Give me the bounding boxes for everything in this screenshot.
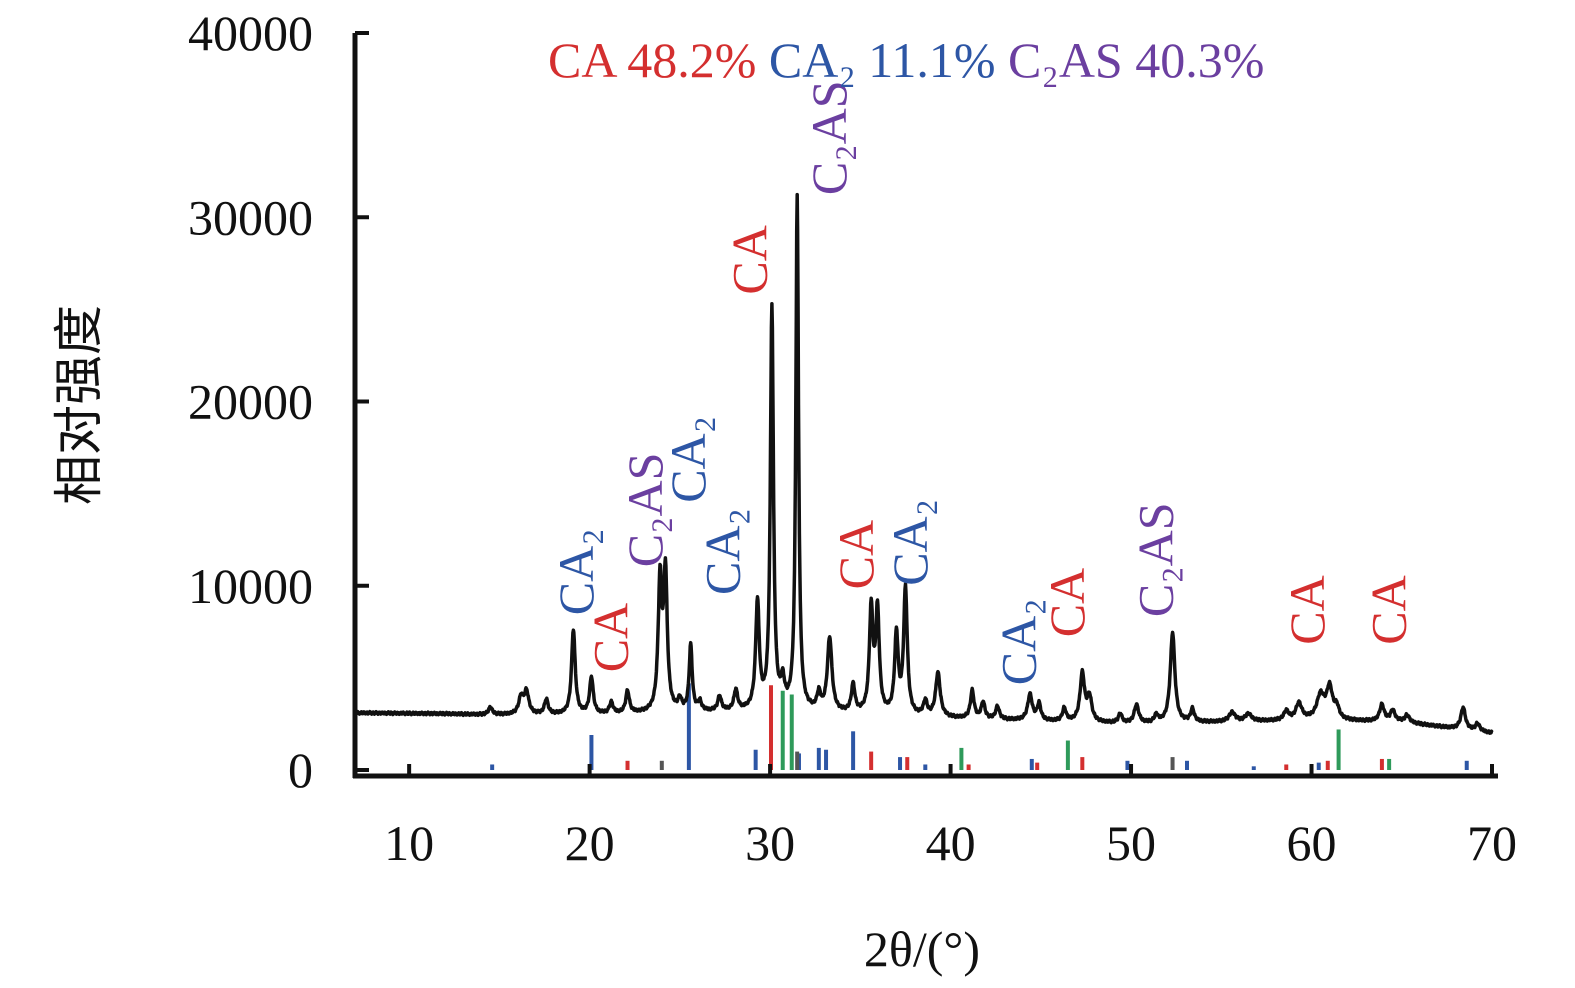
legend-c2as: C₂AS 40.3% [1008, 32, 1264, 88]
y-axis-title: 相对强度 [51, 305, 107, 505]
legend-ca2: CA₂ 11.1% [769, 32, 996, 88]
annotation-ca: CA [1279, 575, 1335, 644]
annotation-ca: CA [722, 225, 778, 294]
annotation-ca2: CA₂ [990, 598, 1046, 685]
annotation-ca: CA [1360, 575, 1416, 644]
annotation-c2as: C₂AS [801, 80, 857, 195]
annotation-c2as: C₂AS [617, 453, 673, 568]
legend-ca: CA 48.2% [548, 32, 756, 88]
y-tick-label: 10000 [188, 558, 313, 614]
xrd-pattern-line [353, 192, 1494, 735]
x-axis-title: 2θ/(°) [864, 921, 980, 977]
x-tick-label: 50 [1106, 815, 1156, 871]
x-tick-label: 70 [1467, 815, 1517, 871]
x-tick-label: 30 [745, 815, 795, 871]
annotation-ca2: CA₂ [660, 416, 716, 503]
y-tick-label: 40000 [188, 5, 313, 61]
y-tick-label: 30000 [188, 189, 313, 245]
axis-ticks: 10 20 30 40 50 60 70 0 10000 20000 30000 40000 [188, 5, 1517, 871]
y-tick-label: 20000 [188, 374, 313, 430]
annotation-ca: CA [583, 603, 639, 672]
annotation-ca2: CA₂ [548, 528, 604, 615]
x-tick-label: 20 [565, 815, 615, 871]
annotation-ca: CA [1039, 568, 1095, 637]
legend: CA 48.2% CA₂ 11.1% C₂AS 40.3% [548, 32, 1264, 88]
annotation-c2as: C₂AS [1128, 502, 1184, 617]
x-tick-label: 40 [926, 815, 976, 871]
annotation-ca2: CA₂ [882, 499, 938, 586]
annotation-ca2: CA₂ [694, 508, 750, 595]
y-tick-label: 0 [288, 742, 313, 798]
annotation-ca: CA [828, 520, 884, 589]
x-tick-label: 60 [1287, 815, 1337, 871]
x-tick-label: 10 [384, 815, 434, 871]
